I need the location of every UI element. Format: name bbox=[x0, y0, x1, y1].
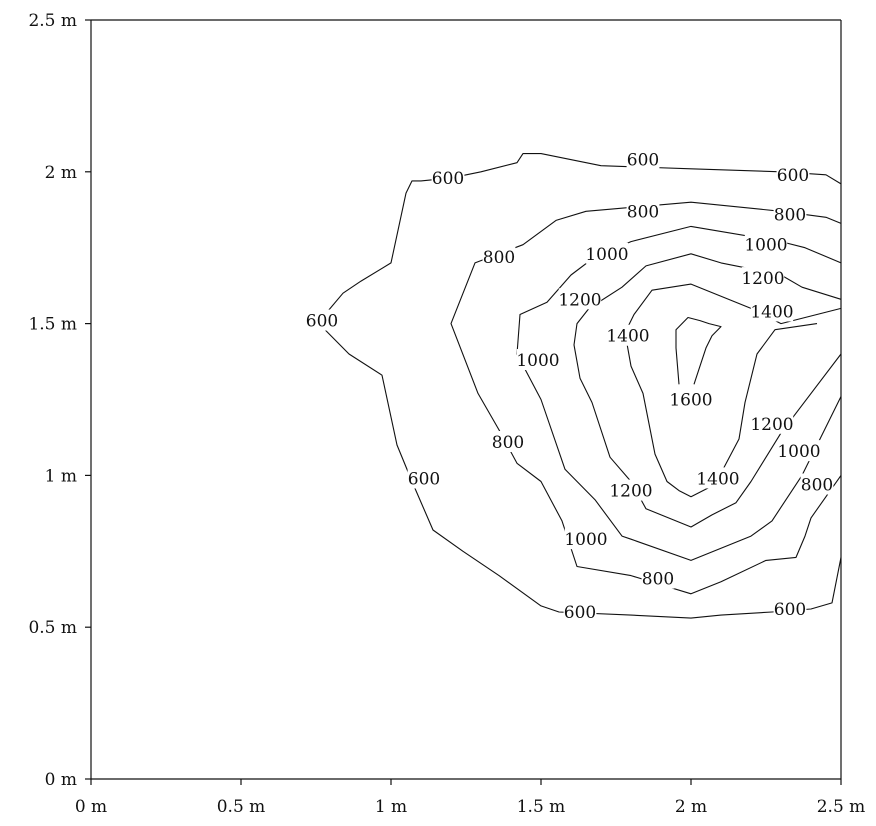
contour-label-background bbox=[564, 528, 608, 550]
contour-label-background bbox=[491, 431, 525, 453]
contour-label-800: 800 bbox=[774, 205, 806, 225]
contour-label-800: 800 bbox=[642, 570, 674, 590]
axis-ticks: 0 m 0.5 m 1 m 1.5 m 2 m 2.5 m 0 m 0.5 m 1 m 1.5 m… bbox=[28, 11, 865, 817]
contour-label-600: 600 bbox=[408, 469, 440, 489]
contour-label-background bbox=[626, 148, 660, 170]
contour-label-background bbox=[776, 163, 810, 185]
contour-label-background bbox=[558, 288, 602, 310]
contour-label-background bbox=[563, 601, 597, 623]
contour-label-background bbox=[516, 349, 560, 371]
y-tick-label: 0.5 m bbox=[28, 618, 77, 638]
contour-label-background bbox=[305, 309, 339, 331]
contour-label-1000: 1000 bbox=[744, 236, 787, 256]
contour-label-1400: 1400 bbox=[606, 327, 649, 347]
contour-line-1000 bbox=[516, 225, 842, 561]
x-tick-label: 0.5 m bbox=[217, 797, 266, 817]
contour-label-background bbox=[750, 412, 794, 434]
contour-label-800: 800 bbox=[483, 248, 515, 268]
x-tick-label: 1.5 m bbox=[517, 797, 566, 817]
contour-label-600: 600 bbox=[306, 312, 338, 332]
contour-label-800: 800 bbox=[492, 433, 524, 453]
contour-label-1600: 1600 bbox=[669, 391, 712, 411]
contour-label-1400: 1400 bbox=[696, 469, 739, 489]
contour-label-background bbox=[482, 245, 516, 267]
contour-label-1400: 1400 bbox=[750, 302, 793, 322]
y-tick-label: 0 m bbox=[45, 770, 77, 790]
contour-label-background bbox=[696, 467, 740, 489]
contour-label-background bbox=[800, 473, 834, 495]
x-tick-label: 1 m bbox=[375, 797, 407, 817]
contour-label-background bbox=[773, 203, 807, 225]
x-tick-label: 2 m bbox=[675, 797, 707, 817]
contour-label-600: 600 bbox=[777, 166, 809, 186]
contour-label-1000: 1000 bbox=[564, 530, 607, 550]
contour-label-background bbox=[407, 467, 441, 489]
contour-label-1200: 1200 bbox=[741, 269, 784, 289]
contour-label-1200: 1200 bbox=[558, 290, 601, 310]
contour-label-background bbox=[744, 233, 788, 255]
contour-label-background bbox=[585, 242, 629, 264]
contour-line-1400 bbox=[624, 283, 842, 498]
contour-label-800: 800 bbox=[801, 476, 833, 496]
contour-label-1200: 1200 bbox=[750, 415, 793, 435]
contour-label-background bbox=[606, 324, 650, 346]
contour-label-background bbox=[773, 597, 807, 619]
contour-line-1200 bbox=[573, 253, 842, 528]
contour-label-background bbox=[431, 166, 465, 188]
contour-label-1000: 1000 bbox=[516, 351, 559, 371]
contour-label-800: 800 bbox=[627, 202, 659, 222]
contour-label-600: 600 bbox=[774, 600, 806, 620]
contour-label-1000: 1000 bbox=[777, 442, 820, 462]
contour-label-background bbox=[741, 267, 785, 289]
contour-label-1200: 1200 bbox=[609, 482, 652, 502]
contour-label-background bbox=[669, 388, 713, 410]
contour-label-background bbox=[777, 440, 821, 462]
y-tick-label: 2.5 m bbox=[28, 11, 77, 31]
axes bbox=[90, 19, 842, 780]
contour-label-600: 600 bbox=[564, 603, 596, 623]
contour-label-background bbox=[641, 567, 675, 589]
y-tick-label: 2 m bbox=[45, 163, 77, 183]
contour-label-background bbox=[750, 300, 794, 322]
contour-labels: 600 600 600 600 600 600 600 800 800 800 800 800 800 1… bbox=[305, 148, 834, 623]
x-tick-label: 0 m bbox=[75, 797, 107, 817]
y-tick-label: 1 m bbox=[45, 466, 77, 486]
contour-label-background bbox=[609, 479, 653, 501]
contour-label-background bbox=[626, 200, 660, 222]
contour-line-1600 bbox=[675, 316, 722, 385]
y-tick-label: 1.5 m bbox=[28, 315, 77, 335]
contour-label-600: 600 bbox=[432, 169, 464, 189]
contour-line-800 bbox=[450, 201, 842, 595]
contour-label-600: 600 bbox=[627, 151, 659, 171]
x-tick-label: 2.5 m bbox=[817, 797, 866, 817]
contour-label-1000: 1000 bbox=[585, 245, 628, 265]
